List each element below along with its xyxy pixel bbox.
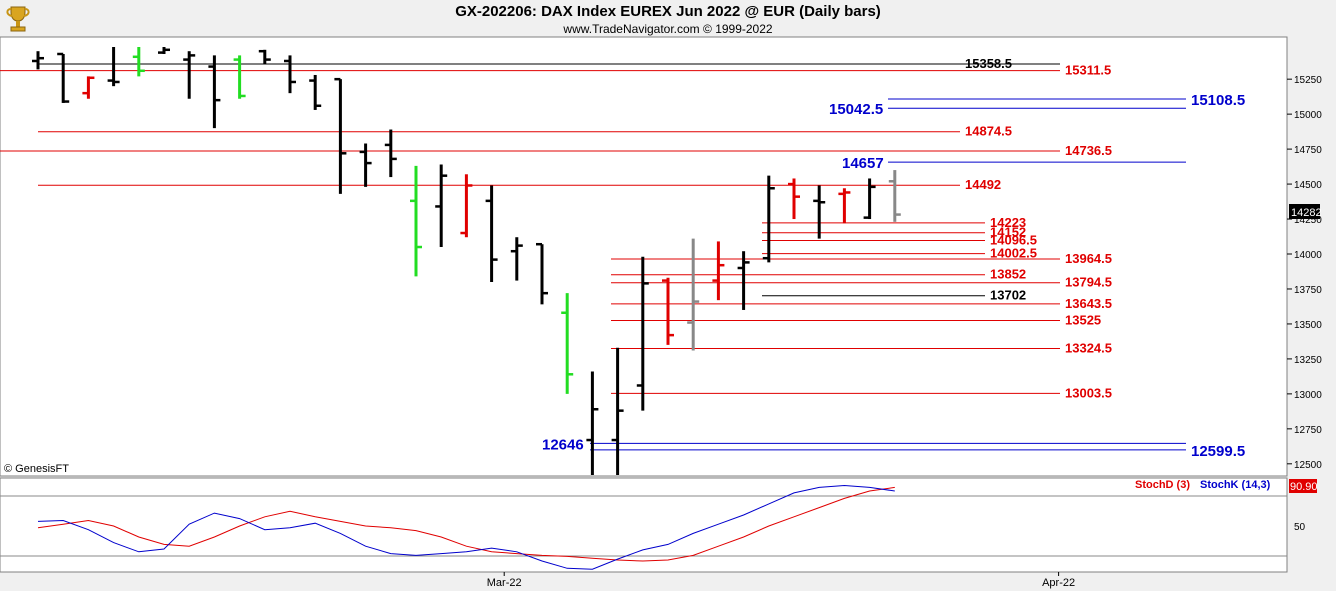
level-label-21: 12599.5 xyxy=(1191,443,1245,460)
y-tick-label-5: 13750 xyxy=(1294,285,1322,296)
level-label-15: 13702 xyxy=(990,288,1026,303)
level-label-17: 13525 xyxy=(1065,312,1101,327)
ohlc-bar-0 xyxy=(32,51,44,70)
ohlc-bar-3 xyxy=(107,47,120,87)
ohlc-bar-33 xyxy=(863,178,876,220)
ohlc-bar-5 xyxy=(158,47,170,54)
ohlc-bar-31 xyxy=(813,185,826,239)
y-tick-label-0: 12500 xyxy=(1294,460,1322,471)
level-label-6: 14657 xyxy=(842,155,884,172)
stoch-tick-label-0: 50 xyxy=(1294,522,1306,533)
time-axis: Mar-22 Apr-22 xyxy=(487,572,1075,589)
ohlc-bar-34 xyxy=(888,170,901,222)
ohlc-bar-28 xyxy=(737,251,750,310)
price-axis: 12500 12750 13000 13250 13500 13750 14000 14250… xyxy=(1287,75,1322,471)
ohlc-bar-4 xyxy=(132,47,145,77)
ohlc-bar-19 xyxy=(510,237,523,281)
level-label-20: 12646 xyxy=(542,436,584,453)
level-label-16: 13643.5 xyxy=(1065,296,1112,311)
y-tick-label-10: 15000 xyxy=(1294,110,1322,121)
ohlc-bar-20 xyxy=(536,242,548,305)
ohlc-bar-18 xyxy=(485,185,498,282)
trophy-logo-icon xyxy=(6,6,30,32)
stoch-series-1 xyxy=(37,484,895,570)
level-label-18: 13324.5 xyxy=(1065,340,1112,355)
ohlc-bar-30 xyxy=(788,178,800,220)
stochd-legend: StochD (3) xyxy=(1135,479,1190,491)
chart-title: GX-202206: DAX Index EUREX Jun 2022 @ EU… xyxy=(455,3,881,20)
ohlc-bar-27 xyxy=(712,241,725,301)
x-tick-label-0: Mar-22 xyxy=(487,577,522,589)
ohlc-bar-6 xyxy=(183,51,196,99)
level-label-14: 13794.5 xyxy=(1065,275,1112,290)
level-label-5: 14736.5 xyxy=(1065,143,1112,158)
level-label-1: 15311.5 xyxy=(1065,63,1111,78)
ohlc-bar-2 xyxy=(82,76,95,99)
y-tick-label-4: 13500 xyxy=(1294,320,1322,331)
y-tick-label-8: 14500 xyxy=(1294,180,1322,191)
ohlc-bar-32 xyxy=(838,188,851,224)
stoch-lines: 50 xyxy=(37,484,1306,570)
stochk-legend: StochK (14,3) xyxy=(1200,479,1271,491)
last-stoch-label: 90.90 xyxy=(1290,481,1318,493)
stoch-panel xyxy=(0,477,1288,573)
last-price-box xyxy=(1289,204,1320,219)
ohlc-bar-22 xyxy=(586,371,599,475)
level-label-7: 14492 xyxy=(965,177,1001,192)
y-tick-label-2: 13000 xyxy=(1294,390,1322,401)
level-label-9: 14152 xyxy=(990,225,1026,240)
ohlc-bar-12 xyxy=(334,77,347,194)
ohlc-bar-8 xyxy=(233,55,246,99)
ohlc-bar-1 xyxy=(57,52,70,103)
level-label-0: 15358.5 xyxy=(965,56,1012,71)
y-tick-label-9: 14750 xyxy=(1294,145,1322,156)
level-label-10: 14096.5 xyxy=(990,233,1037,248)
level-label-2: 15108.5 xyxy=(1191,92,1245,109)
last-stoch-box xyxy=(1289,479,1317,493)
ohlc-bar-23 xyxy=(611,347,624,475)
level-label-3: 15042.5 xyxy=(829,101,883,118)
copyright-text: www.TradeNavigator.com © 1999-2022 xyxy=(563,22,773,36)
level-label-11: 14002.5 xyxy=(990,246,1037,261)
ohlc-bar-24 xyxy=(636,256,649,411)
level-label-4: 14874.5 xyxy=(965,124,1012,139)
level-lines: 15358.5 15311.5 15108.5 15042.5 14874.5 14736… xyxy=(0,56,1245,460)
ohlc-bar-16 xyxy=(435,164,448,248)
y-tick-label-11: 15250 xyxy=(1294,75,1322,86)
ohlc-bar-13 xyxy=(359,143,372,187)
ohlc-bar-15 xyxy=(410,165,422,277)
price-bars xyxy=(32,47,901,475)
level-label-19: 13003.5 xyxy=(1065,385,1112,400)
level-label-8: 14223 xyxy=(990,215,1026,230)
last-price-label: 14282 xyxy=(1291,207,1322,219)
ohlc-bar-7 xyxy=(208,55,221,129)
ohlc-bar-25 xyxy=(662,277,674,345)
level-label-12: 13964.5 xyxy=(1065,251,1112,266)
ohlc-bar-14 xyxy=(384,129,397,178)
stoch-series-0 xyxy=(37,486,895,562)
y-tick-label-3: 13250 xyxy=(1294,355,1322,366)
y-tick-label-6: 14000 xyxy=(1294,250,1322,261)
level-label-13: 13852 xyxy=(990,267,1026,282)
ohlc-bar-26 xyxy=(687,238,700,351)
ohlc-bar-29 xyxy=(762,175,775,263)
ohlc-bar-17 xyxy=(460,174,473,238)
ohlc-bar-11 xyxy=(309,74,322,110)
watermark-text: © GenesisFT xyxy=(4,463,69,475)
ohlc-bar-9 xyxy=(258,49,271,64)
x-tick-label-1: Apr-22 xyxy=(1042,577,1075,589)
ohlc-bar-10 xyxy=(284,55,296,94)
ohlc-bar-21 xyxy=(561,293,574,394)
y-tick-label-7: 14250 xyxy=(1294,215,1322,226)
y-tick-label-1: 12750 xyxy=(1294,425,1322,436)
